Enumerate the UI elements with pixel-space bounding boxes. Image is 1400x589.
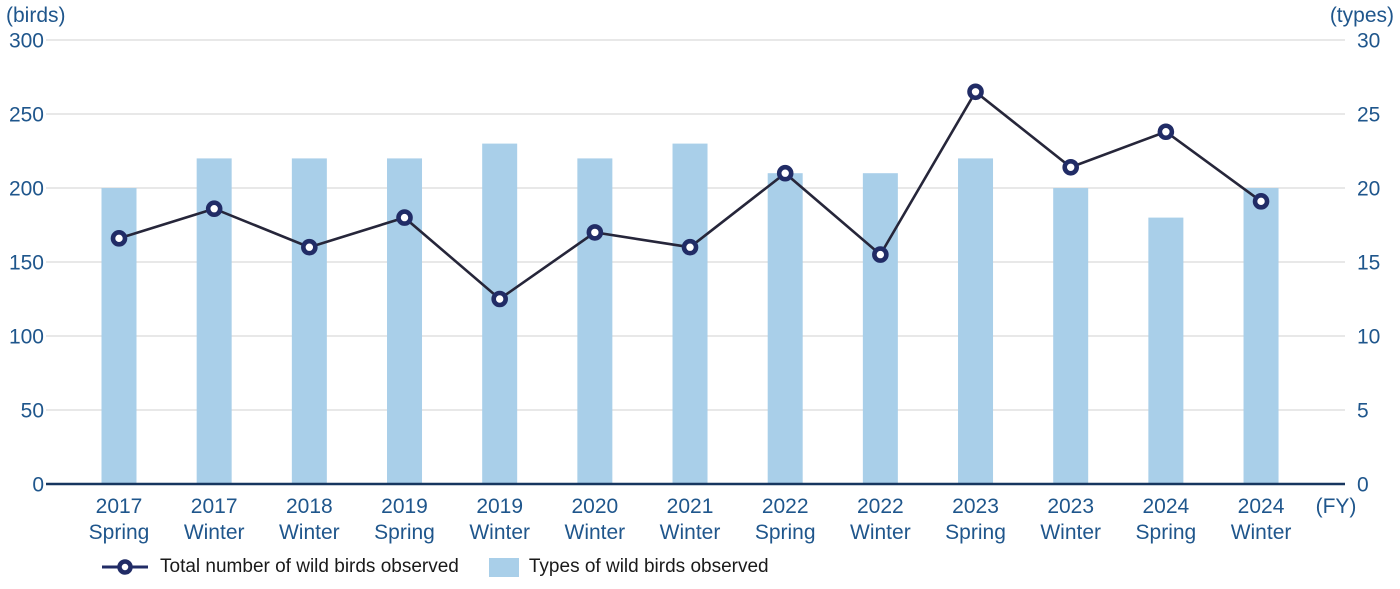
x-axis-category-label-2023-spring: 2023 Spring — [945, 495, 1006, 544]
data-point-2024-spring — [1157, 123, 1175, 141]
bar-2021-winter — [672, 143, 708, 484]
right-axis-tick-label: 15 — [1357, 252, 1380, 275]
right-axis-tick-label: 30 — [1357, 30, 1380, 53]
line-series-swatch-icon — [102, 559, 148, 575]
data-point-2020-winter — [586, 224, 604, 241]
legend-item-bar-series: Types of wild birds observed — [488, 556, 769, 578]
right-axis-tick-label: 10 — [1357, 326, 1380, 349]
x-axis-category-label-2017-winter: 2017 Winter — [184, 495, 245, 544]
bar-2020-winter — [577, 158, 613, 484]
bar-2022-spring — [767, 173, 803, 484]
legend-item-line-series: Total number of wild birds observed — [100, 556, 459, 578]
x-axis-category-label-2021-winter: 2021 Winter — [660, 495, 721, 544]
bar-2024-spring — [1148, 217, 1184, 484]
data-point-2019-winter — [491, 290, 508, 308]
bar-2022-winter — [862, 173, 898, 484]
left-axis-unit-label: (birds) — [6, 4, 66, 27]
x-axis-category-label-2019-spring: 2019 Spring — [374, 495, 435, 544]
data-point-2017-spring — [110, 230, 128, 247]
bar-2023-spring — [958, 158, 994, 484]
right-axis-tick-label: 0 — [1357, 474, 1369, 497]
data-point-2023-winter — [1062, 158, 1079, 176]
data-point-2023-spring — [967, 83, 984, 101]
x-axis-category-label-2022-spring: 2022 Spring — [755, 495, 816, 544]
left-axis-tick-label: 200 — [9, 178, 44, 201]
legend-label-bar-series: Types of wild birds observed — [528, 556, 769, 577]
right-axis-tick-label: 25 — [1357, 104, 1380, 127]
data-point-2017-winter — [205, 200, 223, 218]
data-point-2022-spring — [776, 164, 794, 182]
bar-2023-winter — [1053, 188, 1089, 484]
legend-label-line-series: Total number of wild birds observed — [160, 556, 459, 577]
left-axis-tick-label: 100 — [9, 326, 44, 349]
x-axis-category-label-2020-winter: 2020 Winter — [565, 495, 626, 544]
bar-2019-winter — [482, 143, 518, 484]
left-axis-tick-label: 0 — [32, 474, 44, 497]
left-axis-tick-label: 50 — [21, 400, 44, 423]
bar-2018-winter — [291, 158, 327, 484]
right-axis-tick-label: 20 — [1357, 178, 1380, 201]
x-axis-category-label-2024-winter: 2024 Winter — [1231, 495, 1292, 544]
data-point-2022-winter — [872, 246, 889, 263]
right-axis-tick-label: 5 — [1357, 400, 1369, 423]
bar-series-swatch-icon — [488, 557, 519, 577]
x-axis-category-label-2019-winter: 2019 Winter — [469, 495, 530, 544]
data-point-2021-winter — [681, 238, 699, 256]
x-axis-category-label-2018-winter: 2018 Winter — [279, 495, 340, 544]
x-axis-category-label-2017-spring: 2017 Spring — [89, 495, 150, 544]
right-axis-unit-label: (types) — [1330, 4, 1394, 27]
x-axis-category-label-2022-winter: 2022 Winter — [850, 495, 911, 544]
x-axis-category-label-2024-spring: 2024 Spring — [1136, 495, 1197, 544]
x-axis-category-label-2023-winter: 2023 Winter — [1040, 495, 1101, 544]
data-point-2018-winter — [301, 238, 318, 256]
left-axis-tick-label: 300 — [9, 30, 44, 53]
bar-2019-spring — [387, 158, 423, 484]
data-point-2019-spring — [396, 209, 413, 226]
left-axis-tick-label: 150 — [9, 252, 44, 275]
bar-2024-winter — [1243, 188, 1279, 484]
chart-legend: Total number of wild birds observed Type… — [100, 556, 769, 578]
left-axis-tick-label: 250 — [9, 104, 44, 127]
data-point-2024-winter — [1252, 193, 1270, 210]
x-axis-unit-label: (FY) — [1316, 495, 1357, 518]
